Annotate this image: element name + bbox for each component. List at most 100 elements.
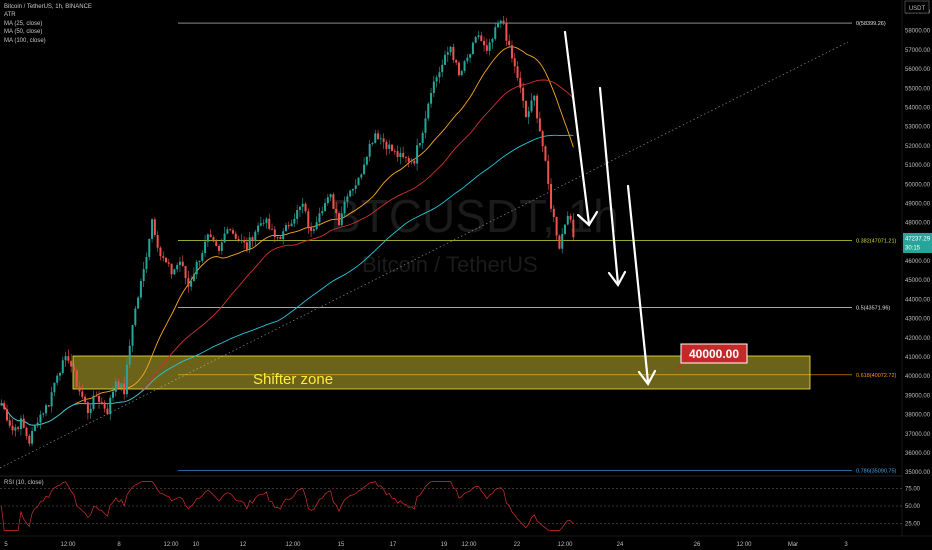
candle-body [510, 45, 513, 59]
candle-body [28, 435, 31, 444]
watermark-name: Bitcoin / TetherUS [362, 252, 538, 277]
candle-body [438, 72, 441, 78]
price-tick-label: 46000.00 [905, 259, 931, 265]
candle-body [452, 46, 455, 61]
candle-body [522, 87, 525, 101]
candle-body [159, 247, 162, 257]
rsi-level-label: 75.00 [905, 487, 921, 493]
ma-line [1, 134, 574, 426]
candle-body [92, 395, 95, 409]
candle-body [282, 231, 285, 240]
legend-atr: ATR [4, 12, 16, 19]
candle-body [441, 64, 444, 73]
candle-body [271, 228, 274, 230]
target-badge[interactable] [680, 343, 748, 364]
candle-body [388, 144, 391, 149]
time-axis[interactable]: 5 12:00 8 12:00 10 12 12:00 15 17 19 12:00 22 12:00 2… [0, 535, 932, 548]
candle-body [477, 35, 480, 38]
candle-body [243, 239, 246, 243]
ma-line [1, 46, 574, 426]
candle-body [123, 383, 126, 395]
candle-body [418, 142, 421, 146]
candle-body [142, 269, 145, 282]
candle-body [70, 360, 73, 367]
candle-body [449, 46, 452, 53]
candle-body [50, 392, 53, 407]
candle-body [444, 54, 447, 65]
candle-body [329, 194, 332, 198]
candle-body [112, 391, 114, 398]
candle-body [89, 408, 92, 413]
price-tick-label: 54000.00 [905, 105, 931, 111]
chart-legend: Bitcoin / TetherUS, 1h, BINANCE ATR MA (… [4, 3, 92, 45]
price-tick-label: 38000.00 [905, 413, 931, 419]
candle-body [36, 422, 39, 425]
candle-body [307, 211, 310, 228]
candle-body [58, 373, 61, 376]
candle-body [421, 132, 424, 143]
candle-body [524, 100, 527, 118]
candle-body [5, 409, 8, 421]
rsi-levels: 75.00 50.00 25.00 [0, 481, 921, 531]
candle-body [385, 141, 388, 149]
currency-box[interactable] [904, 0, 930, 14]
price-axis[interactable]: 35000.00 36000.00 37000.00 38000.00 39000.00… [901, 0, 932, 536]
price-tick-label: 57000.00 [905, 48, 931, 54]
candle-body [513, 58, 516, 67]
candle-body [273, 229, 276, 238]
candle-body [530, 100, 533, 112]
candle-body [296, 210, 299, 219]
candle-body [45, 405, 48, 414]
candle-body [527, 111, 530, 118]
time-tick-label: 19 [441, 542, 448, 548]
last-price-badge [903, 233, 932, 253]
candle-body [460, 71, 463, 76]
candle-body [499, 20, 502, 24]
candle-body [64, 356, 67, 361]
candle-body [371, 142, 374, 144]
candle-body [516, 66, 519, 78]
arrow-1-head [576, 210, 599, 227]
candle-body [31, 430, 34, 444]
candle-body [17, 427, 20, 430]
candle-body [326, 197, 329, 204]
candle-body [346, 196, 349, 202]
price-tick-label: 36000.00 [905, 451, 931, 457]
time-tick-label: 26 [694, 542, 701, 548]
candle-body [538, 118, 541, 132]
candle-body [128, 345, 131, 365]
candle-body [106, 408, 109, 415]
fib-level-label: 0(58399.26) [856, 21, 886, 27]
price-tick-label: 52000.00 [905, 144, 931, 150]
candle-body [485, 45, 488, 51]
candle-body [413, 160, 416, 164]
candle-body [435, 77, 438, 82]
candle-body [483, 40, 486, 46]
candle-body [497, 23, 500, 28]
candle-body [151, 219, 154, 239]
candle-body [393, 150, 396, 152]
candle-body [162, 256, 165, 258]
candle-body [134, 308, 137, 326]
price-tick-label: 51000.00 [905, 163, 931, 169]
arrow-2 [598, 86, 620, 286]
time-tick-label: 15 [338, 542, 345, 548]
candle-body [231, 230, 234, 234]
shifter-zone-label: Shifter zone [253, 371, 333, 388]
candle-body [368, 143, 371, 157]
rsi-pane[interactable]: 75.00 50.00 25.00 [0, 475, 921, 531]
candle-body [547, 160, 550, 184]
candle-body [287, 225, 290, 227]
candle-body [75, 370, 78, 387]
candle-body [284, 225, 287, 232]
arrow-3-head [637, 369, 657, 387]
price-tick-label: 43000.00 [905, 317, 931, 323]
candle-body [466, 57, 469, 62]
arrow-2-head [607, 270, 627, 288]
candle-body [351, 188, 354, 191]
candle-body [25, 427, 28, 436]
candle-body [324, 203, 327, 212]
candle-body [226, 229, 229, 234]
candle-body [318, 213, 321, 223]
